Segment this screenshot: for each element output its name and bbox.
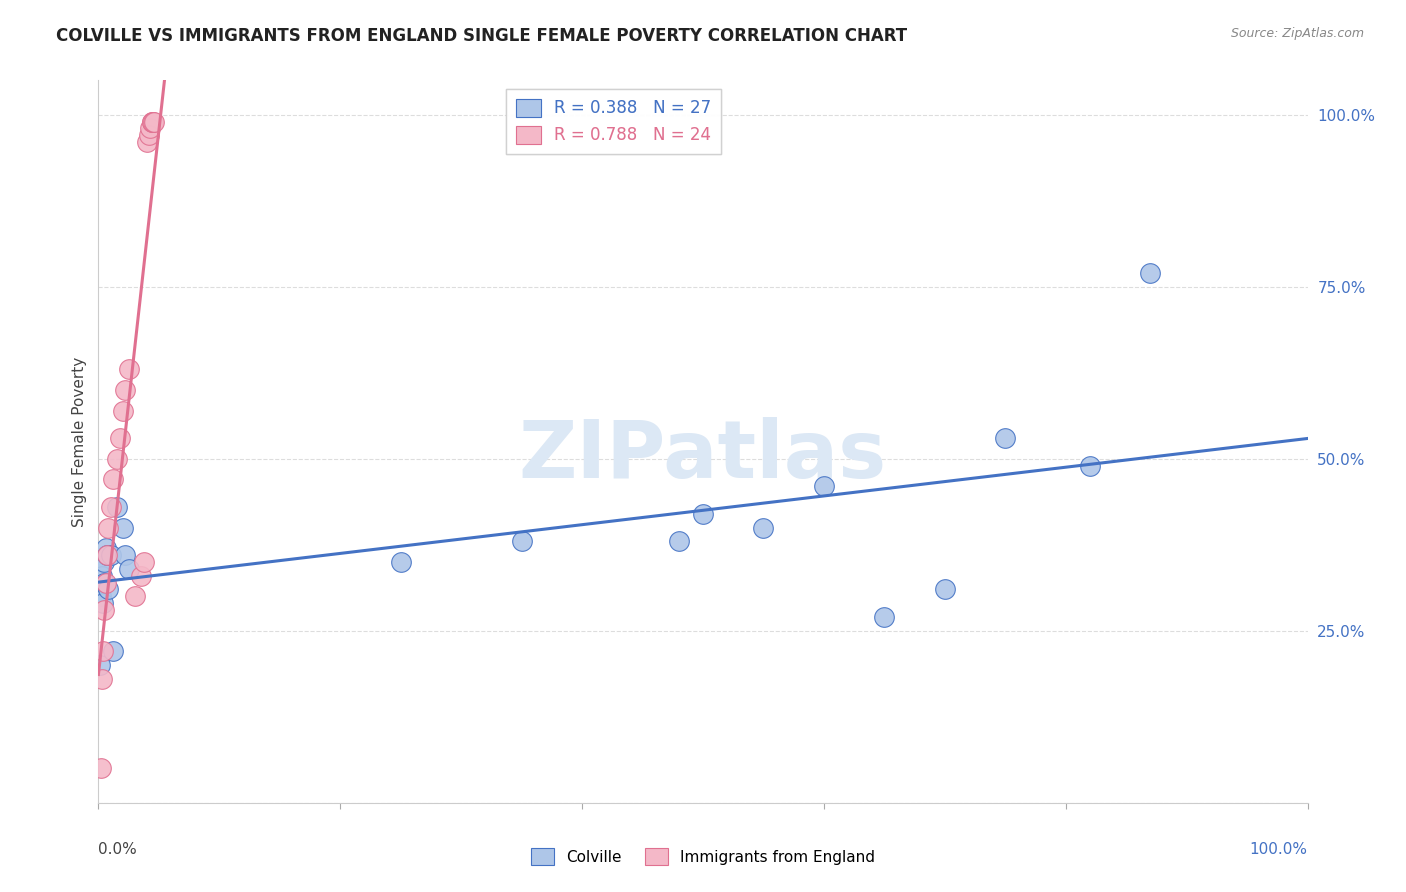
Point [91,568,114,582]
Point [105,500,128,514]
Legend: R = 0.388   N = 27, R = 0.788   N = 24: R = 0.388 N = 27, R = 0.788 N = 24 [506,88,721,154]
Point [510,534,533,549]
Point [111,520,134,534]
Point [94,575,117,590]
Point [91,672,114,686]
Point [114,383,136,397]
Point [97,582,120,597]
Point [111,403,134,417]
Point [101,472,124,486]
Point [752,520,775,534]
Point [692,507,714,521]
Point [100,500,122,514]
Point [141,114,163,128]
Point [91,555,114,569]
Point [1078,458,1101,473]
Legend: Colville, Immigrants from England: Colville, Immigrants from England [524,842,882,871]
Point [389,555,412,569]
Text: 0.0%: 0.0% [98,842,138,856]
Point [114,548,136,562]
Text: Source: ZipAtlas.com: Source: ZipAtlas.com [1230,27,1364,40]
Point [93,603,115,617]
Point [141,114,163,128]
Text: ZIPatlas: ZIPatlas [519,417,887,495]
Point [142,114,165,128]
Point [135,135,157,149]
Point [668,534,690,549]
Point [934,582,956,597]
Point [101,644,124,658]
Point [90,590,112,604]
Point [96,548,118,562]
Y-axis label: Single Female Poverty: Single Female Poverty [72,357,87,526]
Point [139,121,162,136]
Point [90,761,112,775]
Point [1139,266,1161,280]
Point [91,596,114,610]
Point [118,362,141,376]
Point [129,568,152,582]
Point [138,128,160,143]
Point [124,590,146,604]
Point [94,541,117,556]
Point [91,644,114,658]
Point [108,431,131,445]
Point [873,610,896,624]
Point [89,658,111,673]
Text: 100.0%: 100.0% [1250,842,1308,856]
Point [105,451,128,466]
Point [93,555,115,569]
Point [813,479,835,493]
Point [100,548,122,562]
Text: COLVILLE VS IMMIGRANTS FROM ENGLAND SINGLE FEMALE POVERTY CORRELATION CHART: COLVILLE VS IMMIGRANTS FROM ENGLAND SING… [56,27,907,45]
Point [143,114,166,128]
Point [118,562,141,576]
Point [134,555,156,569]
Point [96,548,118,562]
Point [93,575,115,590]
Point [994,431,1017,445]
Point [97,520,120,534]
